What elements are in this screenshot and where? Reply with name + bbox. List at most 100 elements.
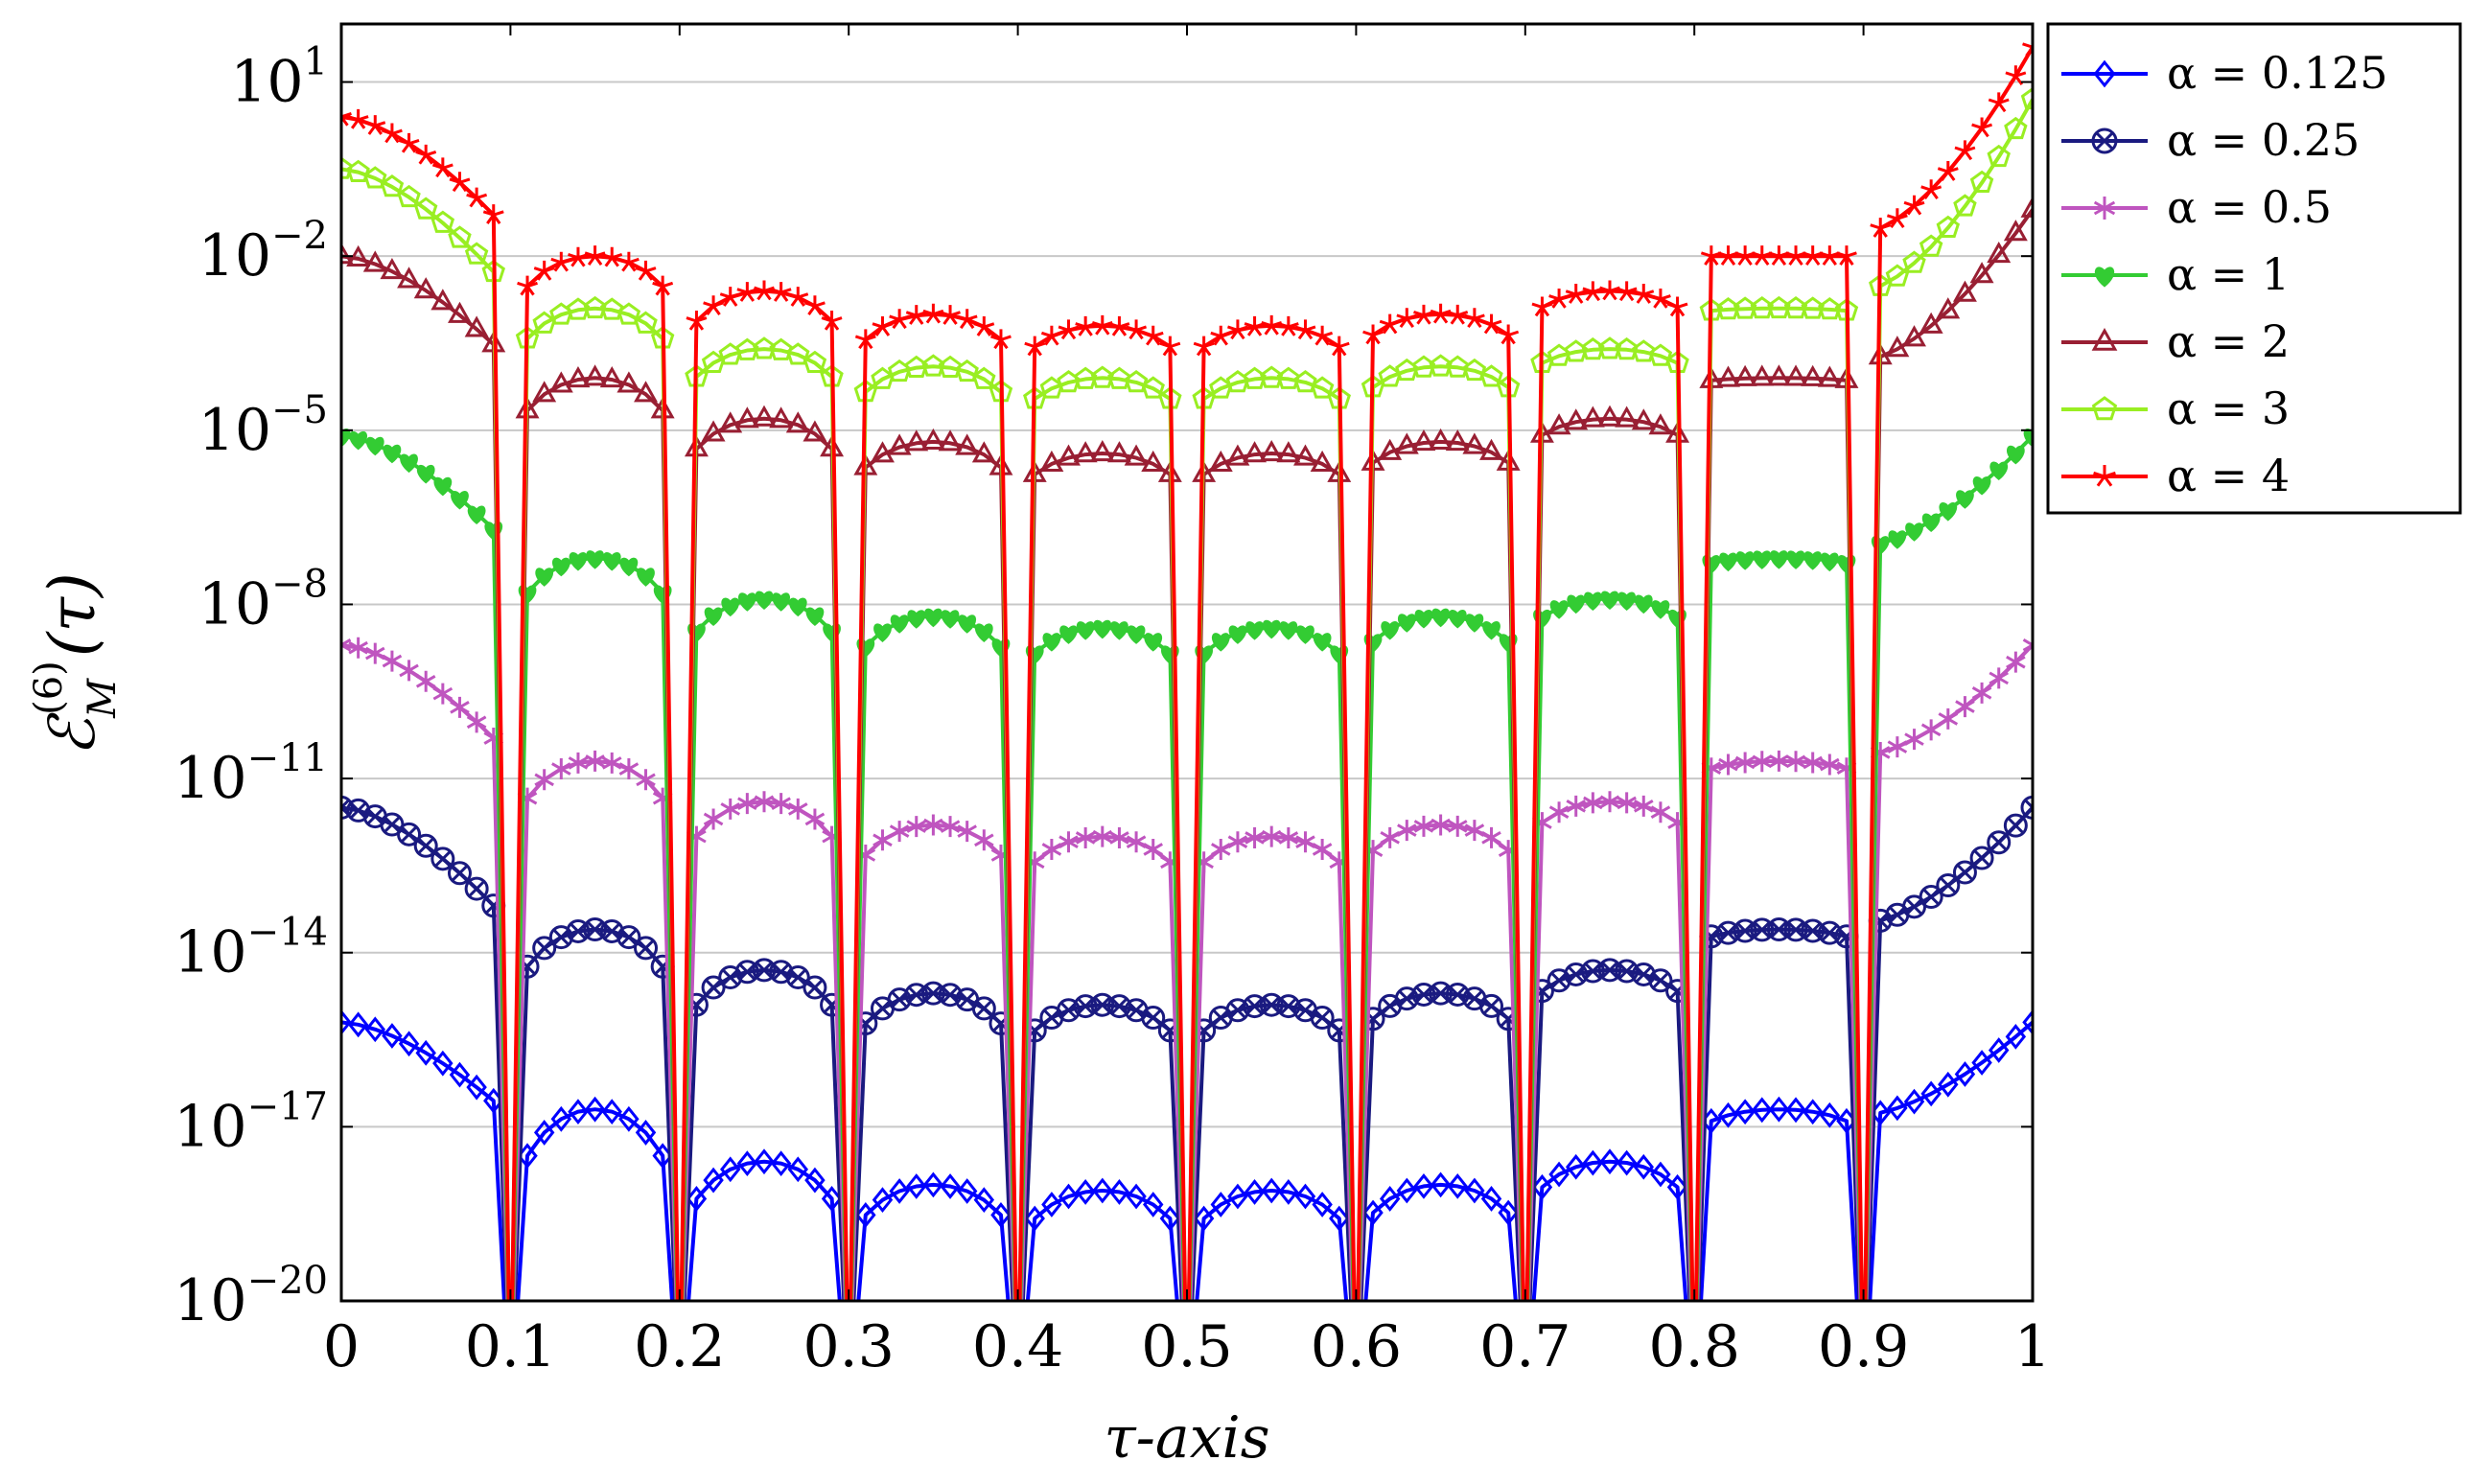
data-point (1075, 315, 1097, 336)
data-point (1902, 325, 1926, 347)
data-point (616, 371, 641, 393)
data-point (1783, 917, 1808, 942)
data-point (1394, 986, 1419, 1011)
data-point (450, 696, 470, 718)
data-point (1802, 245, 1824, 266)
data-point (785, 411, 810, 433)
data-point (341, 243, 354, 265)
data-point (467, 505, 486, 525)
data-point (566, 365, 591, 388)
data-point (2022, 1009, 2033, 1035)
data-point (1261, 825, 1282, 847)
data-point (719, 1156, 741, 1183)
data-point (1076, 621, 1095, 640)
data-point (736, 1150, 758, 1177)
data-point (720, 798, 740, 820)
data-point (1717, 245, 1739, 266)
data-point (397, 184, 421, 208)
data-point (616, 302, 641, 325)
data-point (1648, 343, 1673, 366)
legend-entry: α = 3 (2061, 383, 2290, 434)
data-point (602, 551, 621, 571)
data-point (380, 257, 405, 280)
data-point (1580, 406, 1605, 428)
data-point (617, 251, 640, 272)
data-point (805, 607, 825, 626)
data-point (2023, 428, 2033, 448)
legend-label: α = 1 (2167, 248, 2290, 300)
data-point (1075, 826, 1096, 848)
data-point (1210, 325, 1232, 346)
data-point (957, 821, 977, 843)
data-point (734, 406, 759, 429)
data-point (1464, 820, 1485, 842)
y-tick-label: 10−20 (174, 1259, 328, 1334)
data-point (1108, 315, 1130, 336)
data-point (1228, 625, 1247, 644)
data-point (872, 316, 894, 336)
data-point (703, 808, 724, 830)
data-point (703, 295, 725, 316)
data-point (1073, 994, 1098, 1019)
data-point (448, 301, 472, 323)
data-point (1599, 1148, 1620, 1175)
data-point (383, 444, 402, 464)
data-point (941, 610, 960, 629)
data-point (1141, 376, 1165, 399)
data-point (1733, 918, 1757, 943)
data-point (1329, 1205, 1350, 1232)
data-point (1278, 1179, 1299, 1205)
x-tick-label: 0.3 (803, 1313, 894, 1380)
legend-box (2046, 22, 2462, 515)
data-point (1597, 958, 1622, 983)
data-point (415, 670, 436, 692)
data-point (990, 329, 1012, 350)
data-point (1124, 444, 1149, 466)
data-point (803, 350, 827, 373)
data-point (1127, 625, 1146, 644)
data-point (1919, 312, 1943, 334)
data-point (1920, 719, 1942, 741)
y-tick-label: 10−5 (198, 388, 328, 464)
legend-label: α = 4 (2167, 450, 2290, 501)
series (341, 86, 2033, 1301)
legend-label: α = 0.5 (2167, 181, 2332, 233)
data-point (2006, 651, 2026, 673)
data-point (1261, 314, 1283, 336)
data-point (1750, 917, 1775, 942)
svg-text:ℰM(6)(τ): ℰM(6)(τ) (27, 572, 125, 756)
data-point (1969, 846, 1994, 870)
data-point (1564, 408, 1589, 430)
data-point (752, 405, 777, 427)
data-point (636, 769, 656, 791)
data-point (736, 282, 758, 302)
data-point (1634, 795, 1654, 817)
data-point (1632, 339, 1656, 362)
data-point (2003, 813, 2028, 838)
data-point (1903, 195, 1925, 216)
data-point (431, 157, 454, 178)
data-point (920, 428, 945, 451)
data-point (924, 608, 942, 628)
data-point (1108, 1179, 1130, 1205)
data-point (1650, 801, 1671, 823)
data-point (584, 245, 606, 266)
data-point (1058, 831, 1079, 853)
data-point (787, 1156, 809, 1183)
data-point (1836, 245, 1857, 266)
data-point (430, 289, 455, 311)
data-point (1584, 591, 1602, 612)
data-point (1734, 752, 1756, 774)
data-point (923, 814, 943, 836)
data-point (1648, 968, 1673, 993)
data-point (1090, 439, 1115, 462)
legend-label: α = 2 (2167, 315, 2290, 367)
data-point (2093, 59, 2116, 88)
data-point (1987, 241, 2012, 264)
data-point (1715, 920, 1740, 945)
data-point (1259, 439, 1284, 462)
data-point (1936, 297, 1961, 319)
data-point (704, 607, 723, 626)
data-point (787, 287, 809, 307)
data-point (971, 441, 996, 463)
